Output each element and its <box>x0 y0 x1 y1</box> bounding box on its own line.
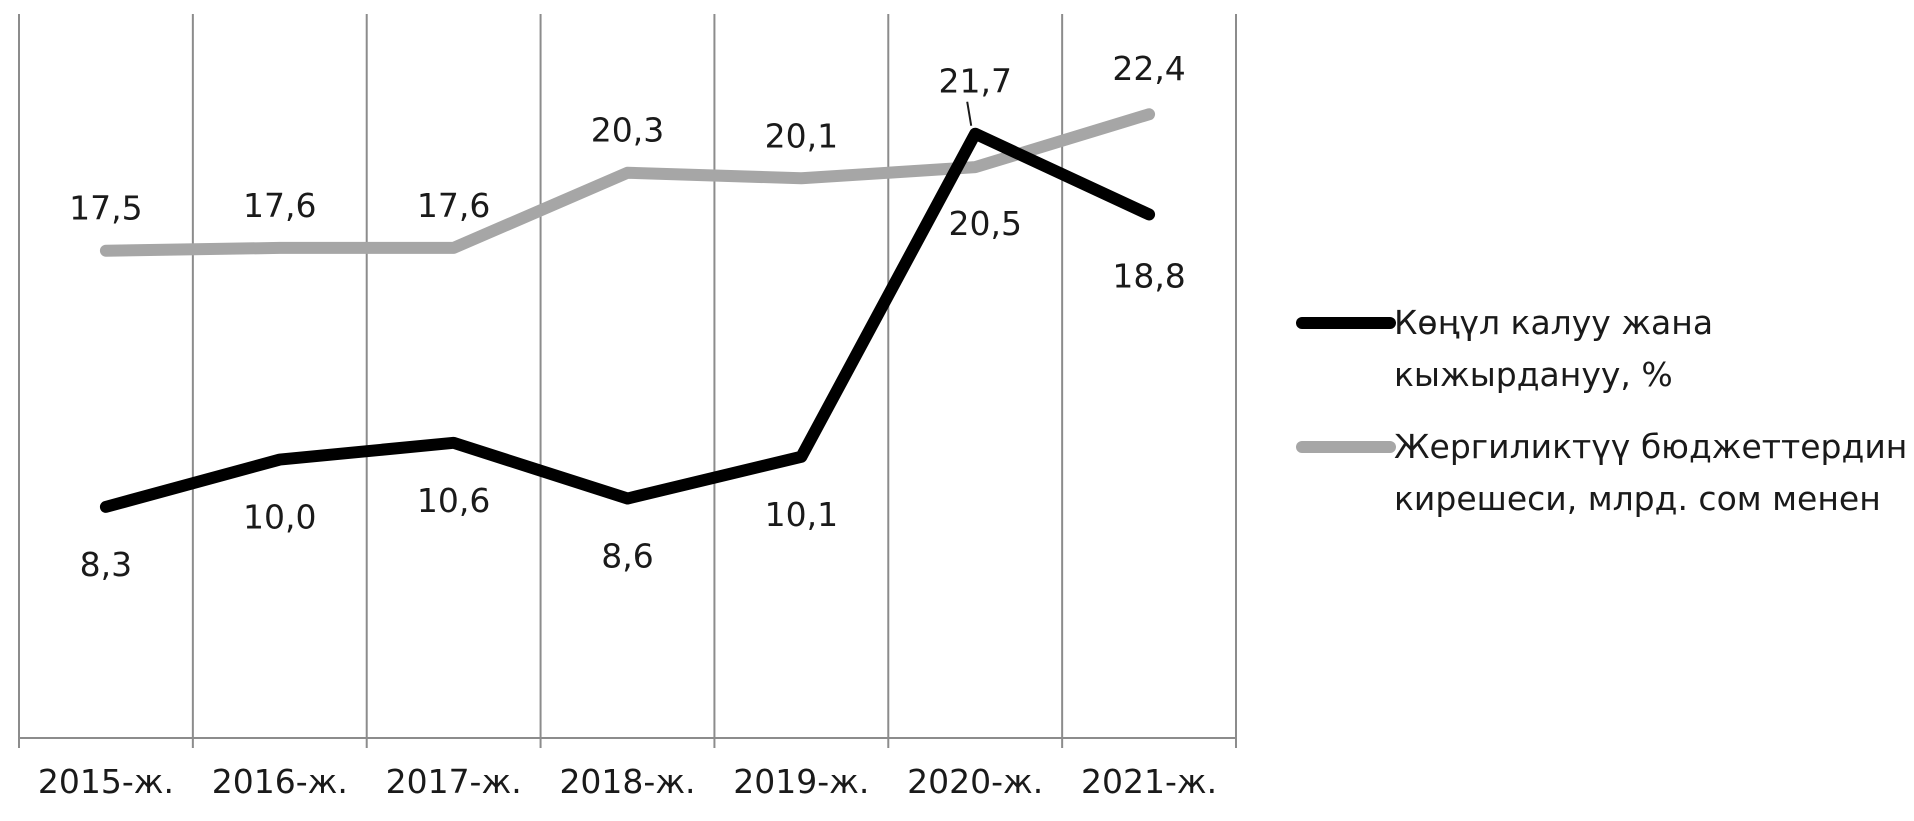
x-tick-label: 2021-ж. <box>1081 762 1217 801</box>
data-label: 8,3 <box>80 545 132 584</box>
x-tick-label: 2015-ж. <box>38 762 174 801</box>
data-label: 21,7 <box>938 62 1011 101</box>
data-label: 22,4 <box>1112 49 1185 88</box>
series-lines <box>99 108 1156 513</box>
data-label-leader <box>966 101 973 126</box>
x-tick-labels: 2015-ж. 2016-ж. 2017-ж. 2018-ж. 2019-ж. 2020-… <box>38 762 1217 801</box>
data-labels: 8,3 10,0 10,6 8,6 10,1 21,7 18,8 17,5 17,6 17,6 20… <box>69 49 1186 584</box>
legend-label: кыжырдануу, % <box>1394 355 1673 394</box>
x-tick-label: 2019-ж. <box>733 762 869 801</box>
x-tick-label: 2018-ж. <box>559 762 695 801</box>
legend-label: Жергиликтүү бюджеттердин <box>1394 427 1907 466</box>
data-label: 20,1 <box>765 116 838 155</box>
data-label: 17,5 <box>69 189 142 228</box>
data-label: 10,1 <box>765 495 838 534</box>
data-label: 17,6 <box>243 186 316 225</box>
x-tick-label: 2017-ж. <box>386 762 522 801</box>
legend: Көңүл калуу жана кыжырдануу, % Жергиликтүү… <box>1296 303 1907 518</box>
data-label: 17,6 <box>417 186 490 225</box>
x-axis <box>18 737 1237 748</box>
x-tick-label: 2016-ж. <box>212 762 348 801</box>
legend-label: кирешеси, млрд. сом менен <box>1394 479 1881 518</box>
data-label: 20,3 <box>591 111 664 150</box>
data-label: 20,5 <box>948 204 1021 243</box>
data-label: 10,6 <box>417 481 490 520</box>
data-label: 10,0 <box>243 498 316 537</box>
series-line-disappointment <box>99 127 1156 513</box>
x-tick-label: 2020-ж. <box>907 762 1043 801</box>
data-label: 8,6 <box>601 537 653 576</box>
data-label: 18,8 <box>1112 256 1185 295</box>
legend-label: Көңүл калуу жана <box>1394 303 1713 342</box>
series-line-budget-revenue <box>99 108 1156 257</box>
